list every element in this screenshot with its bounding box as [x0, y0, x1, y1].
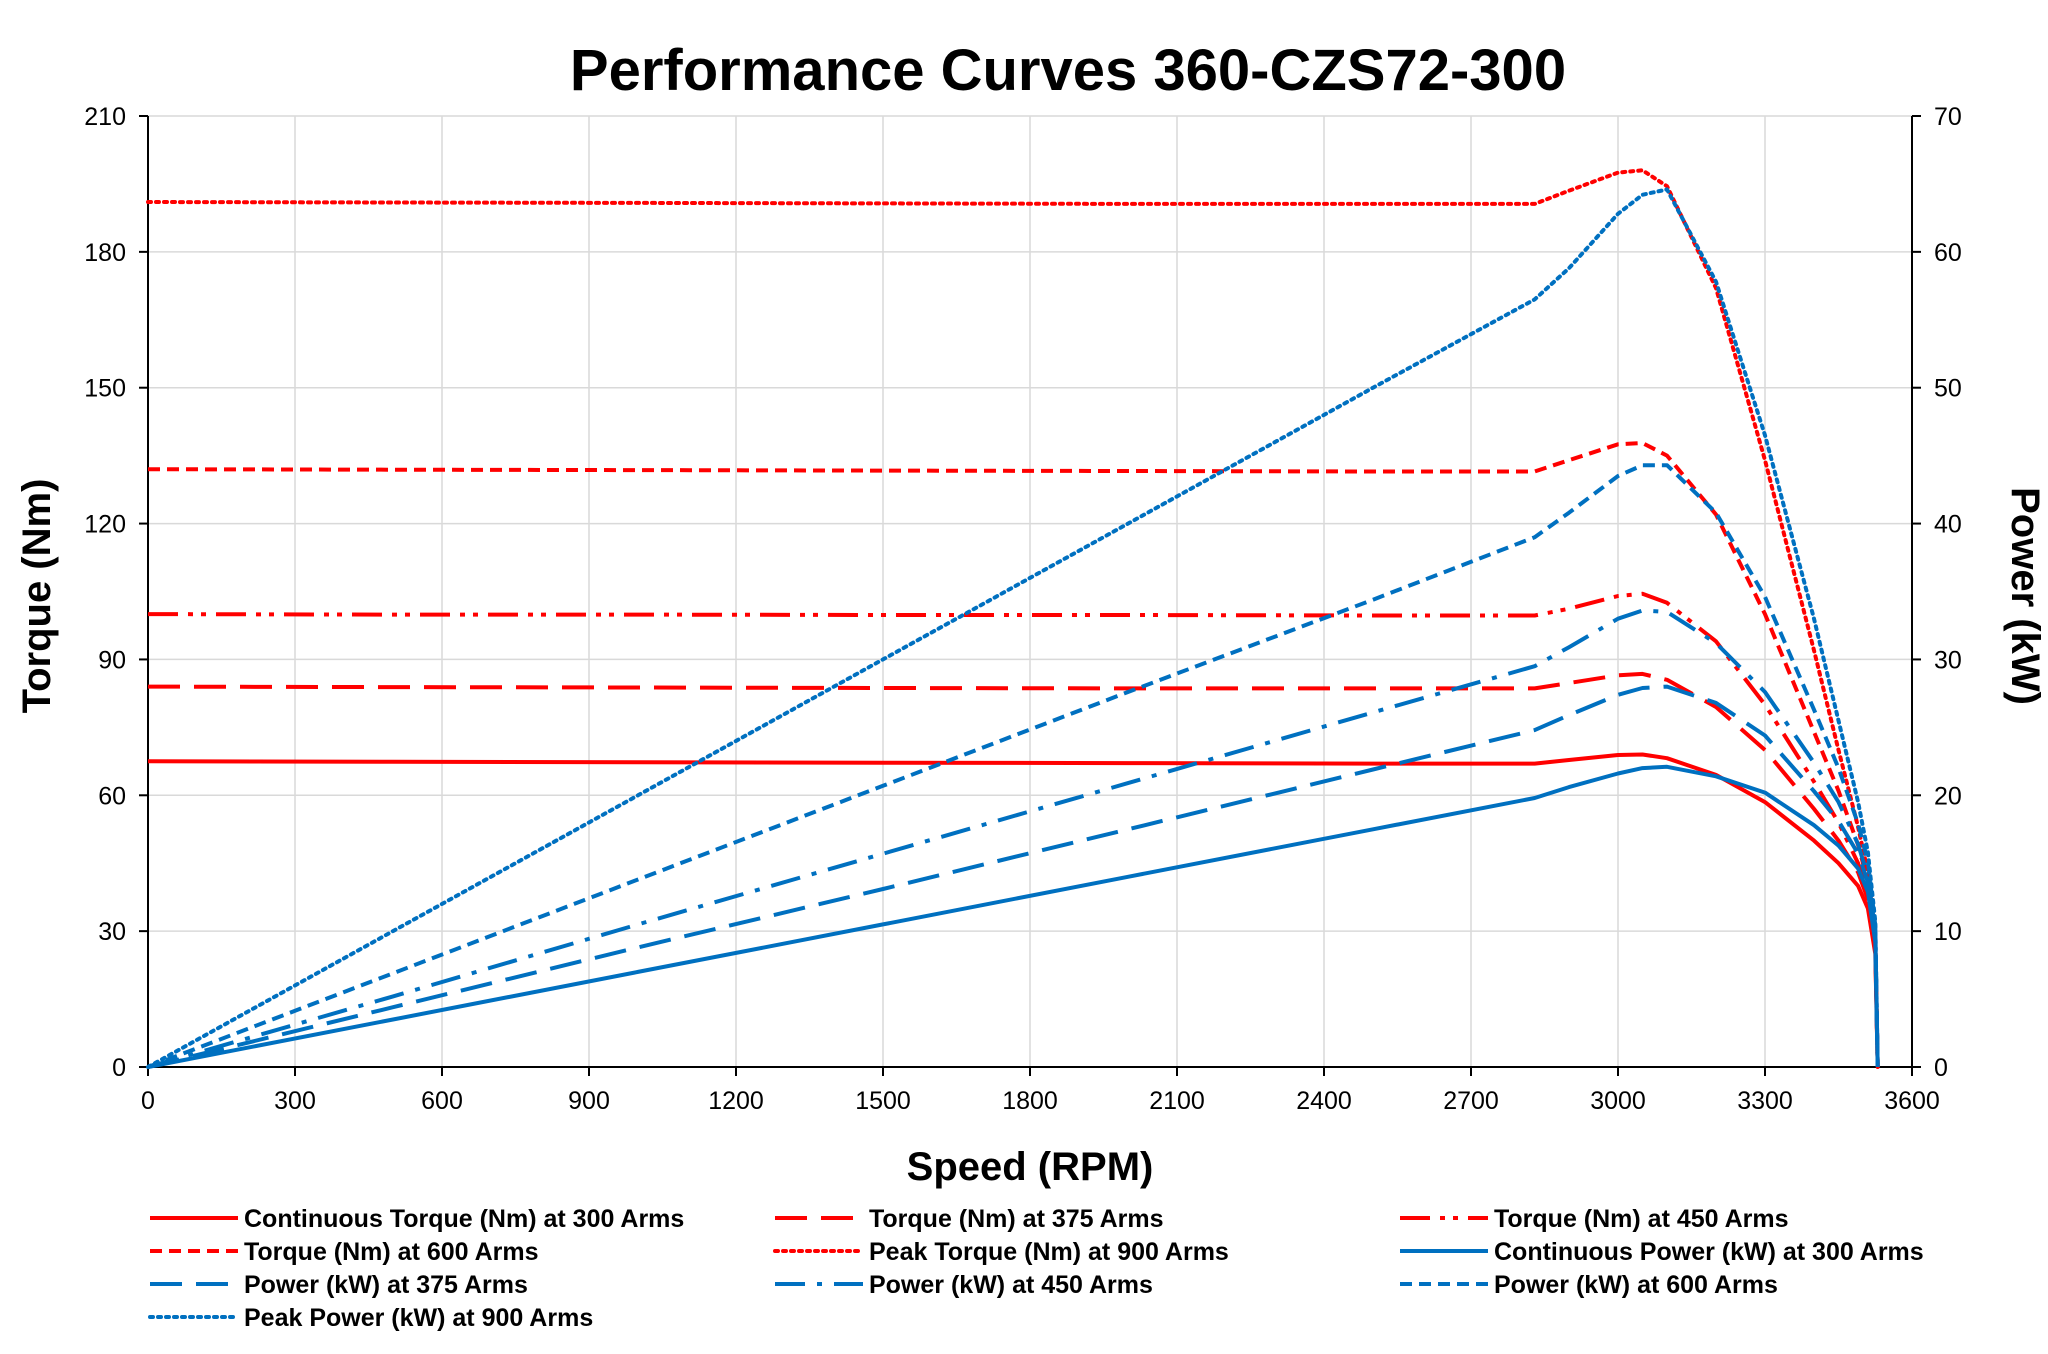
series-line-7 — [147, 684, 1880, 1069]
y2-tick-label: 50 — [1934, 375, 1962, 403]
series-lines — [146, 168, 1880, 1069]
legend-label-6: Continuous Power (kW) at 300 Arms — [1494, 1238, 1924, 1266]
series-line-10 — [146, 187, 1880, 1069]
y-tick-label: 60 — [98, 782, 126, 810]
y2-tick-label: 40 — [1934, 511, 1962, 539]
grid-lines — [148, 115, 1913, 1067]
chart-title: Performance Curves 360-CZS72-300 — [570, 38, 1566, 103]
series-line-3 — [147, 591, 1880, 1068]
y-tick-label: 210 — [84, 103, 126, 131]
x-tick-label: 300 — [274, 1087, 316, 1115]
y-axis-title: Torque (Nm) — [15, 479, 59, 714]
y2-tick-label: 60 — [1934, 239, 1962, 267]
x-tick-label: 3300 — [1737, 1087, 1793, 1115]
y2-tick-label: 0 — [1934, 1054, 1948, 1082]
y-tick-label: 150 — [84, 375, 126, 403]
y2-tick-label: 20 — [1934, 782, 1962, 810]
y2-axis-title: Power (kW) — [2003, 487, 2047, 705]
legend-label-3: Torque (Nm) at 450 Arms — [1494, 1205, 1789, 1233]
series-line-1 — [147, 752, 1880, 1068]
y2-tick-label: 70 — [1934, 103, 1962, 131]
y-tick-label: 90 — [98, 646, 126, 674]
x-tick-label: 2100 — [1149, 1087, 1205, 1115]
x-tick-label: 0 — [141, 1087, 155, 1115]
y-tick-label: 120 — [84, 511, 126, 539]
legend-label-9: Power (kW) at 600 Arms — [1494, 1271, 1778, 1299]
series-line-8 — [147, 608, 1880, 1069]
x-tick-label: 1200 — [708, 1087, 764, 1115]
legend-label-5: Peak Torque (Nm) at 900 Arms — [869, 1238, 1229, 1266]
series-line-9 — [147, 463, 1880, 1069]
legend-label-1: Continuous Torque (Nm) at 300 Arms — [244, 1205, 684, 1233]
legend-label-8: Power (kW) at 450 Arms — [869, 1271, 1153, 1299]
y2-tick-label: 10 — [1934, 918, 1962, 946]
legend-label-2: Torque (Nm) at 375 Arms — [869, 1205, 1164, 1233]
y-tick-label: 0 — [112, 1054, 126, 1082]
x-tick-label: 3600 — [1884, 1087, 1940, 1115]
legend-label-10: Peak Power (kW) at 900 Arms — [244, 1304, 593, 1332]
legend-label-4: Torque (Nm) at 600 Arms — [244, 1238, 539, 1266]
x-tick-label: 1800 — [1002, 1087, 1058, 1115]
y-tick-label: 30 — [98, 918, 126, 946]
x-tick-label: 2400 — [1296, 1087, 1352, 1115]
x-axis-title: Speed (RPM) — [907, 1145, 1154, 1189]
x-tick-label: 600 — [421, 1087, 463, 1115]
y-tick-label: 180 — [84, 239, 126, 267]
x-tick-label: 2700 — [1443, 1087, 1499, 1115]
series-line-6 — [147, 764, 1880, 1069]
legend: Continuous Torque (Nm) at 300 Arms Torque… — [148, 1205, 1924, 1332]
x-tick-label: 3000 — [1590, 1087, 1646, 1115]
legend-label-7: Power (kW) at 375 Arms — [244, 1271, 528, 1299]
x-tick-label: 1500 — [855, 1087, 911, 1115]
y2-tick-label: 30 — [1934, 646, 1962, 674]
x-tick-label: 900 — [568, 1087, 610, 1115]
tick-labels: 0 300 600 900 1200 1500 1800 2100 2400 2700 3000 33… — [84, 103, 1962, 1115]
